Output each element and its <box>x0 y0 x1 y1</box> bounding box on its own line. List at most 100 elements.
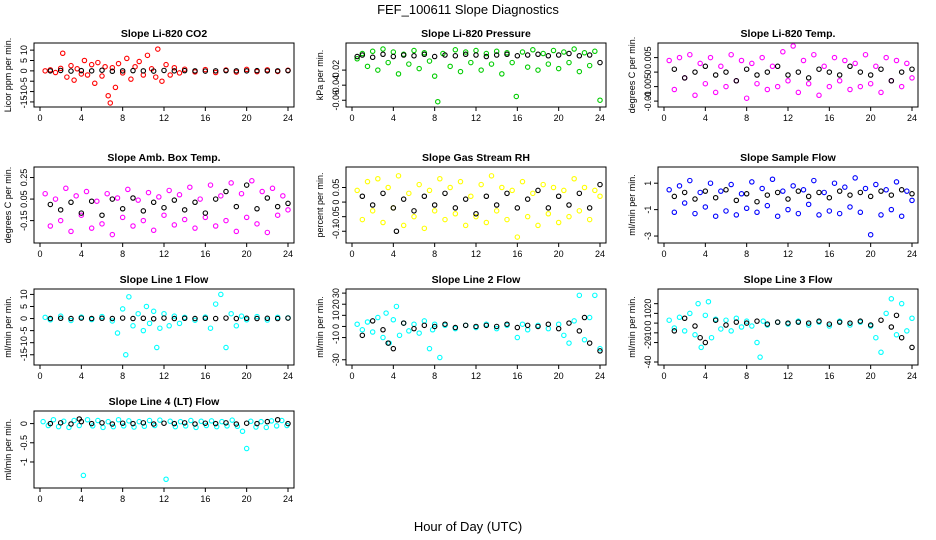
data-point <box>718 326 724 332</box>
hourly-point <box>431 202 438 208</box>
data-point <box>124 55 130 62</box>
hourly-point <box>442 52 448 58</box>
data-point <box>140 327 147 334</box>
panel-1: Slope Li-820 CO2 Licor ppm per min. 0 4 8 12 1… <box>3 28 295 123</box>
hourly-point <box>380 190 386 197</box>
hourly-point <box>359 193 366 200</box>
data-point <box>723 317 729 323</box>
panel-7: Slope Line 1 Flow ml/min per min. 0 4 8 12 16 2… <box>3 274 295 381</box>
hourly-point <box>57 207 64 213</box>
hourly-point <box>78 418 85 425</box>
data-point <box>176 320 183 327</box>
data-point <box>499 71 505 77</box>
hourly-point <box>671 66 678 72</box>
y-axis-label: ml/min per min. <box>627 296 637 358</box>
data-point <box>143 303 150 310</box>
hourly-point <box>847 192 853 198</box>
hourly-point <box>400 196 407 202</box>
panel-2: Slope Li-820 Pressure kPa per min. 0 4 8 12 16… <box>315 28 607 123</box>
y-tick-label: 10 <box>19 45 29 55</box>
x-tick-label: 12 <box>783 113 793 123</box>
data-point <box>893 332 900 338</box>
data-point <box>592 292 598 299</box>
y-tick-label: -20 <box>643 336 653 349</box>
hourly-point <box>57 315 64 322</box>
data-point <box>181 216 188 223</box>
data-point <box>723 208 729 214</box>
hourly-point <box>431 323 438 330</box>
panel-title: Slope Li-820 Temp. <box>741 28 836 40</box>
data-point <box>146 320 153 327</box>
hourly-point <box>442 321 448 327</box>
data-point <box>733 212 740 218</box>
data-point <box>873 63 879 70</box>
figure-xlabel: Hour of Day (UTC) <box>414 519 522 534</box>
x-tick-label: 4 <box>703 113 708 123</box>
data-point <box>676 54 683 61</box>
data-point <box>692 332 698 338</box>
data-point <box>826 83 833 90</box>
data-point <box>780 49 786 55</box>
data-point <box>909 197 915 204</box>
data-point <box>411 47 417 54</box>
data-point <box>259 188 265 195</box>
data-point <box>576 292 583 299</box>
x-tick-label: 20 <box>242 249 252 259</box>
data-point <box>406 190 412 197</box>
data-point <box>540 50 546 57</box>
x-tick-label: 16 <box>200 494 210 504</box>
data-point <box>718 63 724 70</box>
data-point <box>757 354 763 360</box>
data-point <box>774 213 781 219</box>
y-axis-label: percent per min. <box>315 172 325 237</box>
hourly-point <box>421 322 428 329</box>
data-point <box>369 208 376 214</box>
y-tick-label: 0 <box>19 421 29 426</box>
y-tick-label: -0.01 <box>643 91 653 112</box>
data-point <box>126 294 132 300</box>
data-point <box>586 62 593 69</box>
hourly-point <box>586 205 593 211</box>
data-point <box>95 417 101 424</box>
data-point <box>171 313 178 319</box>
hourly-point <box>285 420 291 427</box>
data-point <box>671 86 678 93</box>
data-point <box>540 181 546 188</box>
hourly-point <box>493 52 500 58</box>
data-point <box>135 310 141 317</box>
data-point <box>411 213 417 220</box>
hourly-point <box>514 324 521 331</box>
x-tick-label: 8 <box>432 113 437 123</box>
data-point <box>555 321 562 327</box>
hourly-point <box>898 69 905 75</box>
data-point <box>878 212 884 218</box>
data-point <box>790 183 796 189</box>
hourly-point <box>442 190 448 197</box>
data-point <box>504 216 510 223</box>
hourly-point <box>764 321 771 327</box>
x-tick-label: 12 <box>471 113 481 123</box>
data-point <box>193 424 199 431</box>
data-point <box>243 214 250 221</box>
data-point <box>253 424 259 430</box>
hourly-point <box>816 66 822 72</box>
x-tick-label: 24 <box>283 371 293 381</box>
data-point <box>99 313 105 320</box>
data-point <box>273 423 280 429</box>
data-point <box>749 323 755 329</box>
data-point <box>166 187 172 194</box>
data-point <box>390 49 397 55</box>
data-point <box>416 330 422 336</box>
hourly-point <box>545 205 552 211</box>
data-point <box>473 213 479 220</box>
data-point <box>192 317 198 323</box>
hourly-point <box>576 328 583 334</box>
data-point <box>426 58 433 64</box>
data-point <box>666 317 672 323</box>
data-point <box>687 310 693 317</box>
hourly-point <box>712 72 719 78</box>
data-point <box>728 328 734 334</box>
hourly-point <box>140 208 147 214</box>
hourly-point <box>733 197 740 204</box>
